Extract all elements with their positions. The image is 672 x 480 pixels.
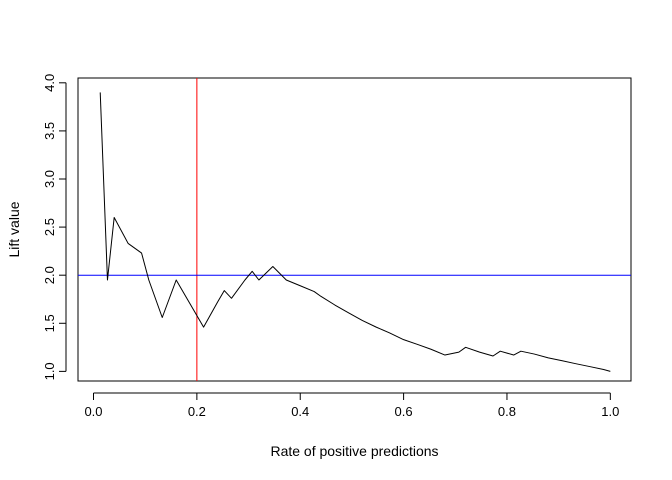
y-tick-label: 1.5	[42, 314, 57, 332]
x-tick-label: 1.0	[601, 404, 619, 419]
y-tick-label: 3.5	[42, 122, 57, 140]
y-tick-label: 4.0	[42, 74, 57, 92]
lift-curve-line	[99, 92, 611, 372]
reference-lines	[78, 78, 631, 381]
x-tick-label: 0.8	[498, 404, 516, 419]
y-tick-label: 3.0	[42, 170, 57, 188]
y-tick-label: 1.0	[42, 362, 57, 380]
x-tick-label: 0.6	[395, 404, 413, 419]
x-axis: 0.0 0.2 0.4 0.6 0.8 1.0	[84, 392, 619, 419]
x-tick-label: 0.2	[188, 404, 206, 419]
y-tick-label: 2.5	[42, 218, 57, 236]
plot-frame	[77, 77, 632, 382]
x-tick-label: 0.4	[291, 404, 309, 419]
y-axis: 1.0 1.5 2.0 2.5 3.0 3.5 4.0	[42, 74, 67, 380]
y-axis-title: Lift value	[6, 201, 22, 257]
y-tick-label: 2.0	[42, 266, 57, 284]
x-tick-label: 0.0	[84, 404, 102, 419]
series-layer	[99, 92, 611, 372]
x-axis-title: Rate of positive predictions	[270, 443, 438, 459]
